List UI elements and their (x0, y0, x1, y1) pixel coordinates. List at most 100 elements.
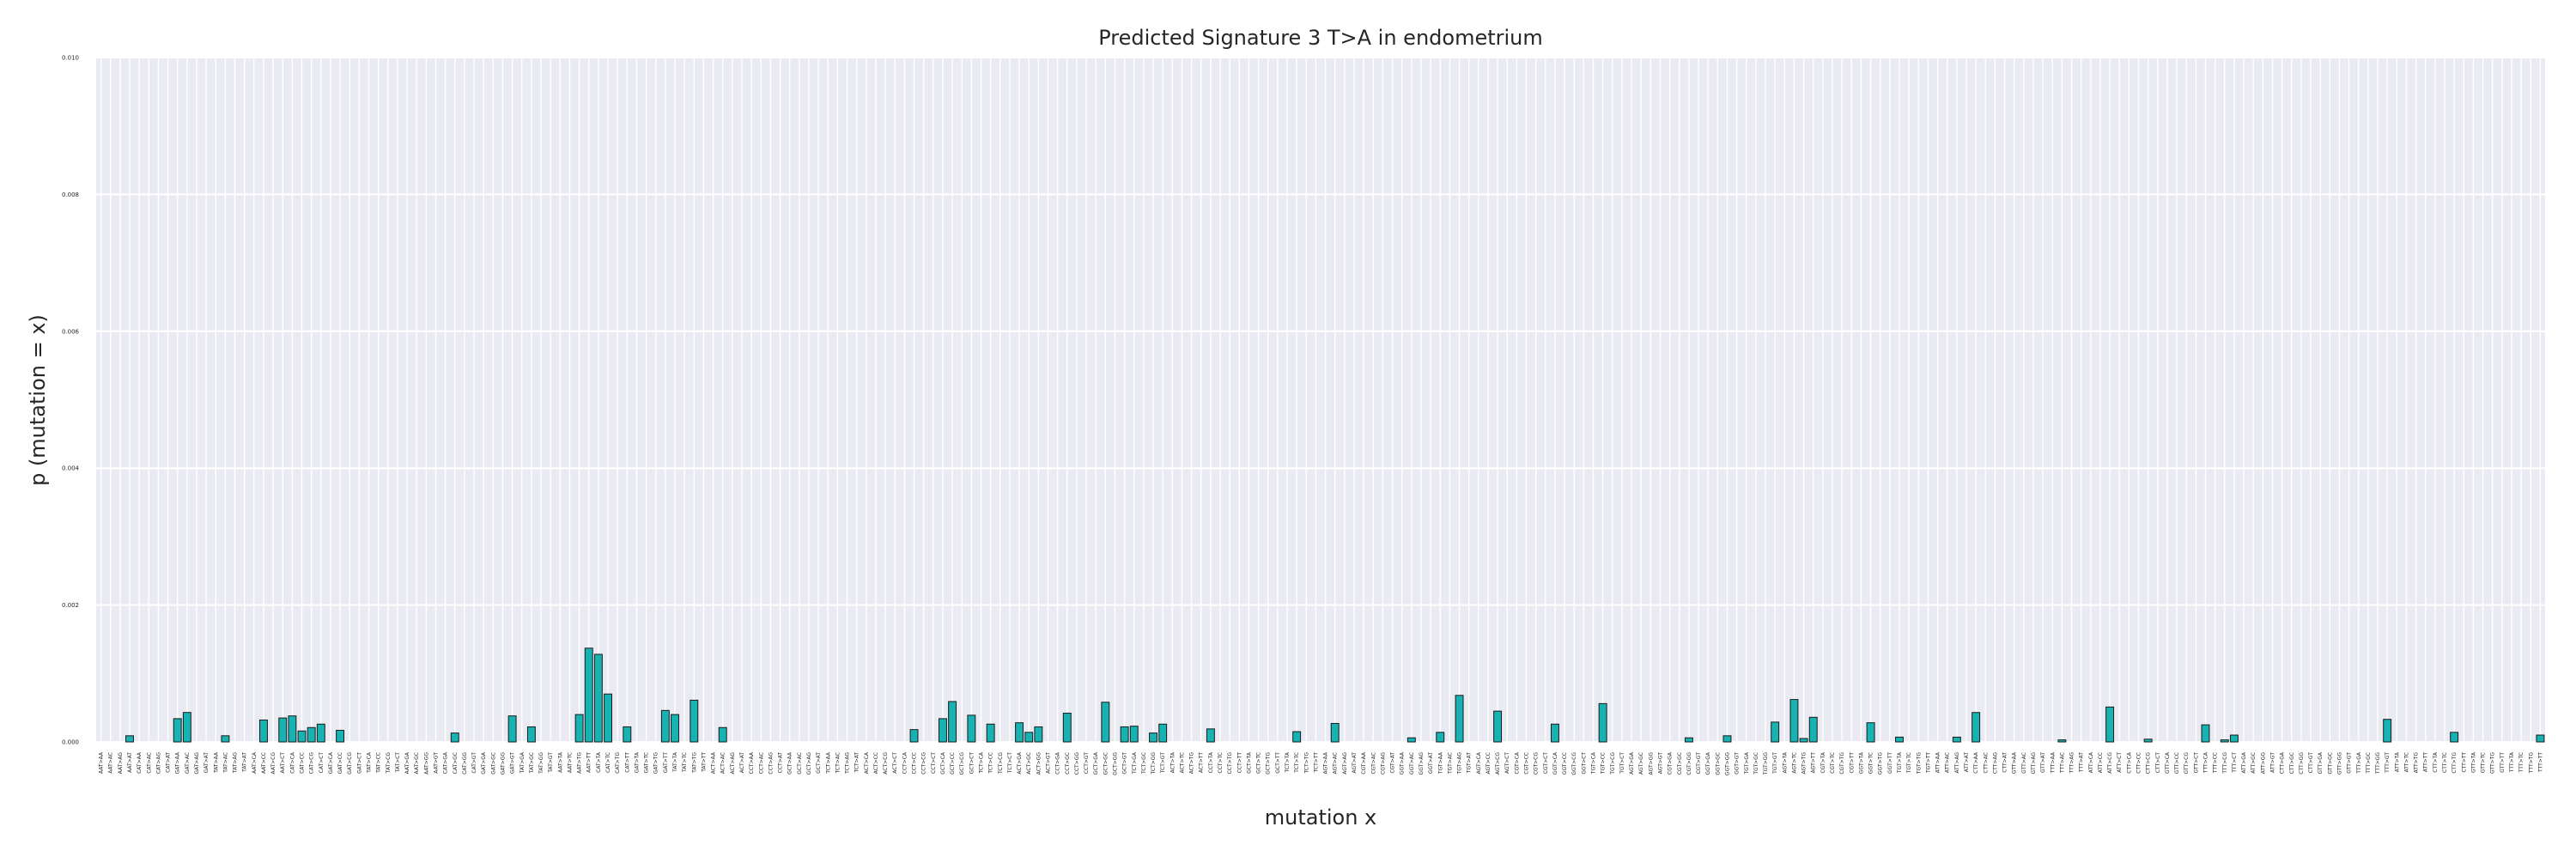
x-tick-label: TCT>CG (998, 752, 1004, 775)
x-tick-label: AAT>CC (261, 752, 267, 774)
x-tick-label: GCT>AC (797, 752, 803, 775)
x-tick-label: ACT>GC (1026, 752, 1032, 775)
x-tick-label: AAT>GC (414, 752, 420, 774)
x-tick-label: CTT>AG (1992, 752, 1998, 774)
bar (948, 701, 957, 743)
bar (1789, 699, 1799, 743)
x-tick-label: GGT>GA (1705, 751, 1711, 775)
x-tick-label: ATT>GC (2251, 752, 2257, 774)
bar (574, 714, 584, 743)
bar (623, 726, 632, 743)
bar (2201, 724, 2210, 743)
x-tick-label: TGT>TG (1916, 752, 1922, 775)
x-tick-label: TCT>AC (835, 752, 841, 774)
x-tick-label: CTT>CT (2155, 752, 2161, 774)
x-tick-label: GTT>GA (2318, 751, 2324, 774)
bar (1799, 738, 1808, 743)
x-tick-label: GAT>TC (644, 752, 650, 773)
bar (1493, 710, 1503, 743)
bar (2057, 739, 2067, 743)
x-tick-label: ACT>AG (730, 752, 736, 775)
x-tick-label: GTT>AC (2021, 752, 2027, 774)
bar (660, 709, 670, 743)
x-tick-label: AGT>GA (1629, 751, 1635, 775)
x-tick-label: CCT>GA (1055, 751, 1061, 775)
bar (2229, 734, 2239, 743)
x-tick-label: AGT>GT (1657, 752, 1663, 775)
x-tick-label: GAT>GG (500, 752, 506, 775)
x-tick-label: GTT>GC (2327, 752, 2333, 775)
x-tick-label: ACT>GT (1045, 752, 1051, 774)
x-tick-label: TGT>GA (1744, 751, 1750, 775)
x-tick-label: AAT>TT (586, 752, 592, 773)
x-tick-label: TCT>AA (825, 751, 831, 774)
x-tick-label: ACT>TA (1170, 751, 1176, 773)
bar (316, 723, 325, 743)
x-tick-label: TCT>TG (1303, 752, 1309, 775)
x-tick-label: GTT>GT (2347, 752, 2353, 774)
x-tick-label: GGT>AG (1419, 752, 1425, 775)
x-tick-label: ATT>TT (2423, 752, 2429, 772)
x-tick-label: TAT>TG (691, 752, 697, 774)
x-tick-label: TTT>TG (2528, 752, 2534, 774)
x-tick-label: TAT>TC (682, 752, 688, 773)
x-tick-label: TTT>CT (2232, 752, 2238, 774)
bar (507, 715, 517, 743)
x-tick-label: TAT>AC (222, 752, 228, 774)
bar (2220, 739, 2229, 743)
bar (182, 712, 191, 743)
x-tick-label: CTT>GC (2289, 752, 2295, 774)
x-tick-label: CGT>GG (1686, 752, 1692, 775)
x-tick-label: TCT>AT (854, 752, 860, 774)
x-tick-label: GCT>GT (1122, 752, 1128, 775)
x-tick-label: TCT>CC (988, 752, 994, 775)
bar (2450, 732, 2459, 743)
x-tick-label: TCT>GA (1132, 751, 1138, 775)
x-tick-label: TAT>AA (213, 751, 219, 774)
bar (1866, 722, 1875, 743)
x-tick-label: TGT>AC (1447, 752, 1453, 775)
x-tick-label: AGT>TC (1791, 752, 1797, 774)
x-tick-label: ATT>TG (2414, 752, 2420, 774)
x-tick-label: GAT>TG (653, 752, 659, 775)
x-tick-label: TGT>TA (1897, 751, 1903, 774)
y-tick-label: 0.002 (62, 602, 79, 609)
x-tick-label: TAT>TT (701, 752, 707, 773)
x-tick-label: TGT>GT (1772, 752, 1778, 775)
x-tick-label: CGT>AC (1370, 752, 1376, 775)
x-tick-label: CGT>CA (1514, 751, 1520, 775)
x-tick-label: GAT>AC (185, 752, 191, 774)
x-tick-label: GTT>TG (2490, 752, 2496, 774)
x-tick-label: CAT>GA (443, 751, 449, 774)
bar (690, 699, 699, 743)
x-tick-label: CAT>AG (155, 752, 161, 775)
x-tick-label: CTT>GT (2308, 752, 2314, 774)
x-tick-label: GGT>AT (1428, 752, 1434, 774)
x-tick-label: CTT>TG (2451, 752, 2458, 774)
bar (1206, 728, 1215, 743)
x-tick-label: CCT>TT (1236, 752, 1242, 774)
x-tick-label: AAT>TC (567, 752, 573, 773)
bar (593, 653, 603, 743)
x-tick-label: GGT>CC (1562, 752, 1568, 775)
x-tick-label: CGT>CT (1543, 752, 1549, 775)
x-tick-label: GTT>CA (2165, 751, 2171, 774)
x-tick-label: CAT>CT (319, 752, 325, 774)
x-tick-label: AAT>GT (433, 752, 439, 774)
bar (967, 714, 976, 743)
x-tick-label: CGT>GA (1668, 751, 1674, 775)
x-tick-label: AGT>TG (1801, 752, 1807, 775)
x-tick-label: CAT>TC (605, 752, 611, 773)
bar (221, 735, 230, 743)
bar (1034, 726, 1043, 743)
x-tick-label: CTT>CG (2146, 752, 2152, 775)
bar (938, 718, 947, 743)
chart-title: Predicted Signature 3 T>A in endometrium (1098, 26, 1543, 50)
grid-lines (96, 57, 2545, 743)
x-tick-label: GGT>CT (1581, 752, 1587, 775)
x-tick-label: TGT>GG (1763, 752, 1769, 775)
x-tick-label: CGT>TG (1839, 752, 1845, 775)
x-tick-label: ATT>TA (2394, 751, 2400, 772)
x-tick-label: ATT>CA (2088, 751, 2094, 773)
x-tick-label: TGT>AG (1457, 752, 1463, 775)
